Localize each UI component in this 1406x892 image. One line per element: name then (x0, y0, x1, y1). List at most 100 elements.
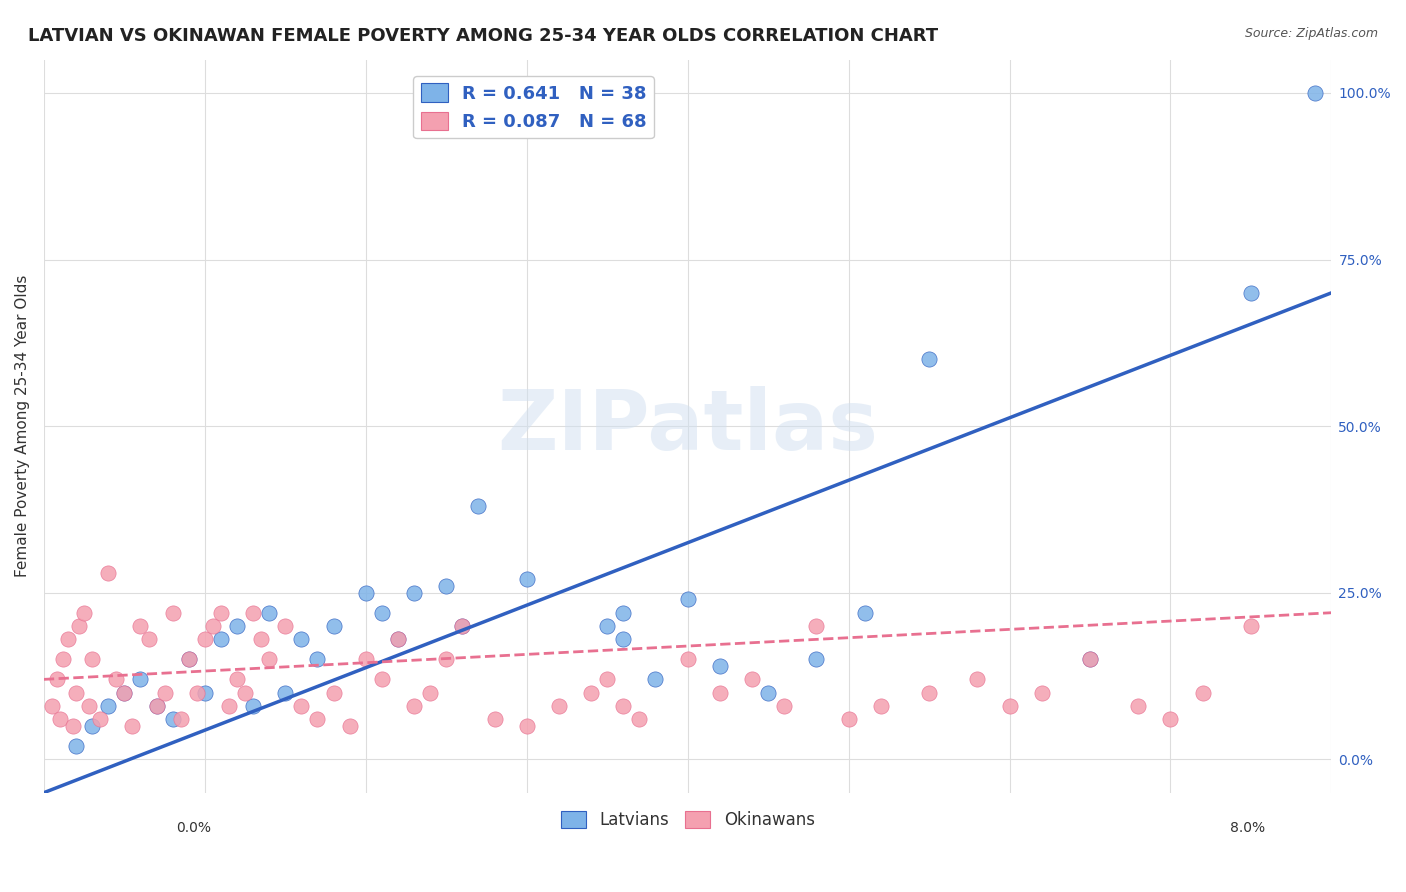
Point (105, 673, 128, 687)
Point (129, 673, 152, 687)
Text: 8.0%: 8.0% (1230, 821, 1265, 835)
Point (274, 619, 297, 633)
Point (257, 652, 280, 666)
Point (838, 712, 860, 726)
Point (387, 632, 409, 647)
Point (112, 686, 135, 700)
Point (322, 686, 344, 700)
Point (434, 652, 457, 666)
Point (773, 699, 796, 714)
Point (138, 632, 160, 647)
Point (177, 652, 200, 666)
Point (741, 673, 763, 687)
Point (371, 673, 394, 687)
Point (387, 632, 409, 647)
Point (145, 699, 167, 714)
Point (612, 632, 634, 647)
Point (162, 606, 184, 620)
Point (82, 719, 104, 733)
Point (129, 619, 152, 633)
Point (596, 619, 619, 633)
Point (869, 699, 891, 714)
Point (177, 652, 200, 666)
Point (290, 699, 312, 714)
Point (756, 686, 779, 700)
Point (1191, 686, 1213, 700)
Point (194, 632, 217, 647)
Legend: Latvians, Okinawans: Latvians, Okinawans (554, 804, 821, 836)
Point (226, 673, 249, 687)
Point (402, 585, 425, 599)
Point (209, 632, 232, 647)
Point (918, 686, 941, 700)
Point (242, 606, 264, 620)
Point (89, 712, 111, 726)
Point (1159, 712, 1181, 726)
Point (998, 699, 1021, 714)
Point (257, 606, 280, 620)
Point (233, 686, 256, 700)
Point (153, 686, 176, 700)
Point (484, 712, 506, 726)
Point (451, 619, 474, 633)
Y-axis label: Female Poverty Among 25-34 Year Olds: Female Poverty Among 25-34 Year Olds (15, 275, 30, 577)
Point (451, 619, 474, 633)
Point (97, 699, 120, 714)
Point (918, 352, 941, 367)
Point (242, 699, 264, 714)
Point (65, 739, 87, 753)
Point (966, 673, 988, 687)
Point (371, 606, 394, 620)
Point (467, 499, 489, 513)
Text: Source: ZipAtlas.com: Source: ZipAtlas.com (1244, 27, 1378, 40)
Point (612, 606, 634, 620)
Point (49, 712, 72, 726)
Point (145, 699, 167, 714)
Point (709, 686, 731, 700)
Point (1240, 285, 1263, 300)
Point (307, 652, 329, 666)
Point (676, 592, 699, 607)
Point (226, 619, 249, 633)
Point (516, 573, 538, 587)
Point (112, 686, 135, 700)
Point (709, 659, 731, 673)
Point (612, 699, 634, 714)
Point (402, 699, 425, 714)
Point (322, 619, 344, 633)
Text: ZIPatlas: ZIPatlas (498, 385, 879, 467)
Point (209, 606, 232, 620)
Point (73, 606, 96, 620)
Point (419, 686, 441, 700)
Point (162, 712, 184, 726)
Point (516, 719, 538, 733)
Point (548, 699, 571, 714)
Point (97, 566, 120, 580)
Text: LATVIAN VS OKINAWAN FEMALE POVERTY AMONG 25-34 YEAR OLDS CORRELATION CHART: LATVIAN VS OKINAWAN FEMALE POVERTY AMONG… (28, 27, 938, 45)
Point (218, 699, 240, 714)
Point (45, 673, 67, 687)
Point (250, 632, 273, 647)
Point (644, 673, 666, 687)
Point (41, 699, 63, 714)
Point (339, 719, 361, 733)
Point (596, 673, 619, 687)
Point (354, 585, 377, 599)
Point (82, 652, 104, 666)
Point (806, 652, 828, 666)
Point (186, 686, 208, 700)
Point (354, 652, 377, 666)
Point (201, 619, 224, 633)
Text: 0.0%: 0.0% (176, 821, 211, 835)
Point (676, 652, 699, 666)
Point (65, 686, 87, 700)
Point (579, 686, 602, 700)
Point (806, 619, 828, 633)
Point (853, 606, 876, 620)
Point (121, 719, 143, 733)
Point (307, 712, 329, 726)
Point (1078, 652, 1101, 666)
Point (62, 719, 84, 733)
Point (1078, 652, 1101, 666)
Point (1305, 86, 1327, 100)
